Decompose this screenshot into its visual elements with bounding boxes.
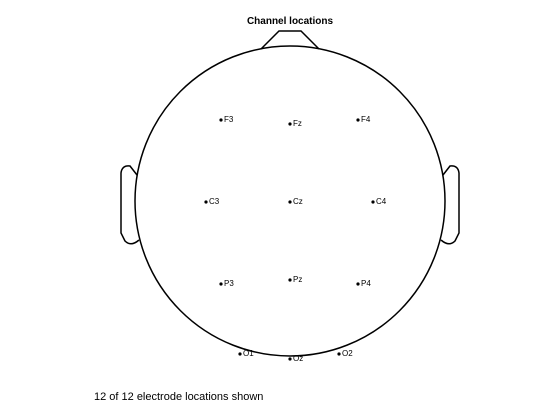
right-ear <box>440 165 460 245</box>
electrode-p3-label: P3 <box>224 279 234 288</box>
electrode-count-status: 12 of 12 electrode locations shown <box>94 391 264 403</box>
electrode-o1-marker <box>238 352 242 356</box>
electrode-pz-label: Pz <box>293 275 302 284</box>
electrode-c3-marker <box>204 200 208 204</box>
head-outline <box>134 45 446 357</box>
electrode-o1-label: O1 <box>243 349 254 358</box>
electrode-p4-label: P4 <box>361 279 371 288</box>
electrode-cz-label: Cz <box>293 197 303 206</box>
electrode-o2-marker <box>337 352 341 356</box>
electrode-oz-marker <box>288 357 292 361</box>
electrode-c3-label: C3 <box>209 197 220 206</box>
electrode-p4-marker <box>356 282 360 286</box>
left-ear <box>120 165 140 245</box>
electrode-f3-label: F3 <box>224 115 234 124</box>
electrode-oz-label: Oz <box>293 354 303 363</box>
electrode-cz-marker <box>288 200 292 204</box>
electrode-c4-label: C4 <box>376 197 387 206</box>
electrode-fz-label: Fz <box>293 119 302 128</box>
plot-title: Channel locations <box>246 16 334 27</box>
electrode-f3-marker <box>219 118 223 122</box>
electrode-f4-label: F4 <box>361 115 371 124</box>
electrode-fz-marker <box>288 122 292 126</box>
electrode-c4-marker <box>371 200 375 204</box>
electrode-f4-marker <box>356 118 360 122</box>
electrode-pz-marker <box>288 278 292 282</box>
electrode-p3-marker <box>219 282 223 286</box>
electrode-layer: F3 Fz F4 C3 Cz C4 P3 Pz P4 O1 Oz O2 <box>204 115 387 363</box>
nose-marker <box>260 30 320 50</box>
electrode-o2-label: O2 <box>342 349 353 358</box>
